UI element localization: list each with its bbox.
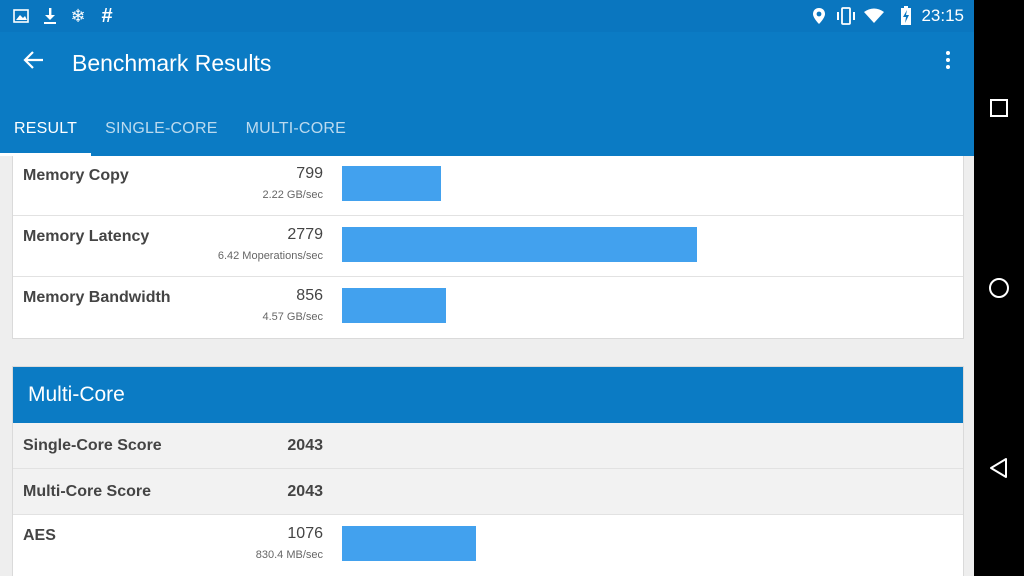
app-bar: Benchmark Results RESULT SINGLE-CORE MUL…	[0, 32, 974, 156]
score-bar	[342, 166, 441, 201]
back-button[interactable]	[18, 44, 50, 76]
row-name: Memory Bandwidth	[23, 289, 171, 306]
recents-button[interactable]	[974, 83, 1024, 133]
row-rate: 6.42 Moperations/sec	[217, 250, 323, 262]
download-icon	[41, 6, 59, 26]
row-name: Memory Copy	[23, 167, 129, 184]
tab-bar: RESULT SINGLE-CORE MULTI-CORE	[0, 102, 360, 156]
score-bar	[342, 227, 697, 262]
home-icon	[989, 278, 1009, 298]
battery-charging-icon	[898, 6, 914, 26]
row-name: Memory Latency	[23, 228, 150, 245]
tab-multi-core[interactable]: MULTI-CORE	[245, 120, 346, 137]
overflow-dot	[946, 51, 950, 55]
memory-card: Memory Copy 799 2.22 GB/sec Memory Laten…	[12, 156, 964, 339]
vibrate-icon	[835, 6, 857, 26]
score-bar	[342, 288, 446, 323]
page-title: Benchmark Results	[72, 50, 272, 76]
arrow-left-icon	[23, 51, 43, 69]
row-score: 2043	[287, 483, 323, 500]
single-core-score-row: Single-Core Score 2043	[13, 423, 963, 469]
row-name: AES	[23, 527, 56, 544]
result-row: Memory Copy 799 2.22 GB/sec	[13, 156, 963, 216]
multi-core-card: Multi-Core Single-Core Score 2043 Multi-…	[12, 366, 964, 576]
row-score: 799	[296, 165, 323, 182]
row-score: 2043	[287, 437, 323, 454]
hash-icon: #	[101, 4, 113, 27]
multi-core-score-row: Multi-Core Score 2043	[13, 469, 963, 515]
wifi-icon	[862, 6, 886, 26]
overflow-dot	[946, 58, 950, 62]
status-clock: 23:15	[921, 6, 964, 25]
navigation-bar	[974, 0, 1024, 576]
location-icon	[810, 6, 828, 26]
row-rate: 2.22 GB/sec	[262, 189, 323, 201]
overflow-dot	[946, 65, 950, 69]
section-header: Multi-Core	[13, 367, 963, 423]
row-name: Multi-Core Score	[23, 483, 152, 500]
row-rate: 4.57 GB/sec	[262, 311, 323, 323]
tab-result[interactable]: RESULT	[0, 102, 92, 156]
screen: ❄ # 23:15 Benchmark Results RESULT SINGL…	[0, 0, 974, 576]
result-row: AES 1076 830.4 MB/sec	[13, 515, 963, 576]
result-row: Memory Latency 2779 6.42 Moperations/sec	[13, 216, 963, 277]
recents-icon	[990, 99, 1008, 117]
result-row: Memory Bandwidth 856 4.57 GB/sec	[13, 277, 963, 338]
score-bar	[342, 526, 476, 561]
row-rate: 830.4 MB/sec	[255, 549, 323, 561]
row-name: Single-Core Score	[23, 437, 162, 454]
status-bar: ❄ # 23:15	[0, 0, 974, 32]
back-triangle-icon	[990, 458, 1007, 478]
tab-single-core[interactable]: SINGLE-CORE	[105, 120, 218, 137]
snowflake-icon: ❄	[70, 5, 86, 26]
home-button[interactable]	[974, 263, 1024, 313]
row-score: 2779	[287, 226, 323, 243]
image-icon	[12, 6, 30, 26]
row-score: 856	[296, 287, 323, 304]
row-score: 1076	[287, 525, 323, 542]
results-list[interactable]: Memory Copy 799 2.22 GB/sec Memory Laten…	[0, 156, 974, 576]
nav-back-button[interactable]	[974, 443, 1024, 493]
overflow-menu-button[interactable]	[936, 46, 960, 74]
